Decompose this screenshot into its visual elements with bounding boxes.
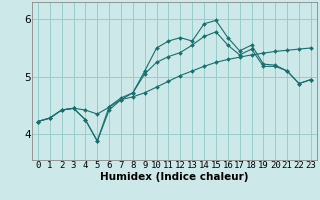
X-axis label: Humidex (Indice chaleur): Humidex (Indice chaleur) (100, 172, 249, 182)
